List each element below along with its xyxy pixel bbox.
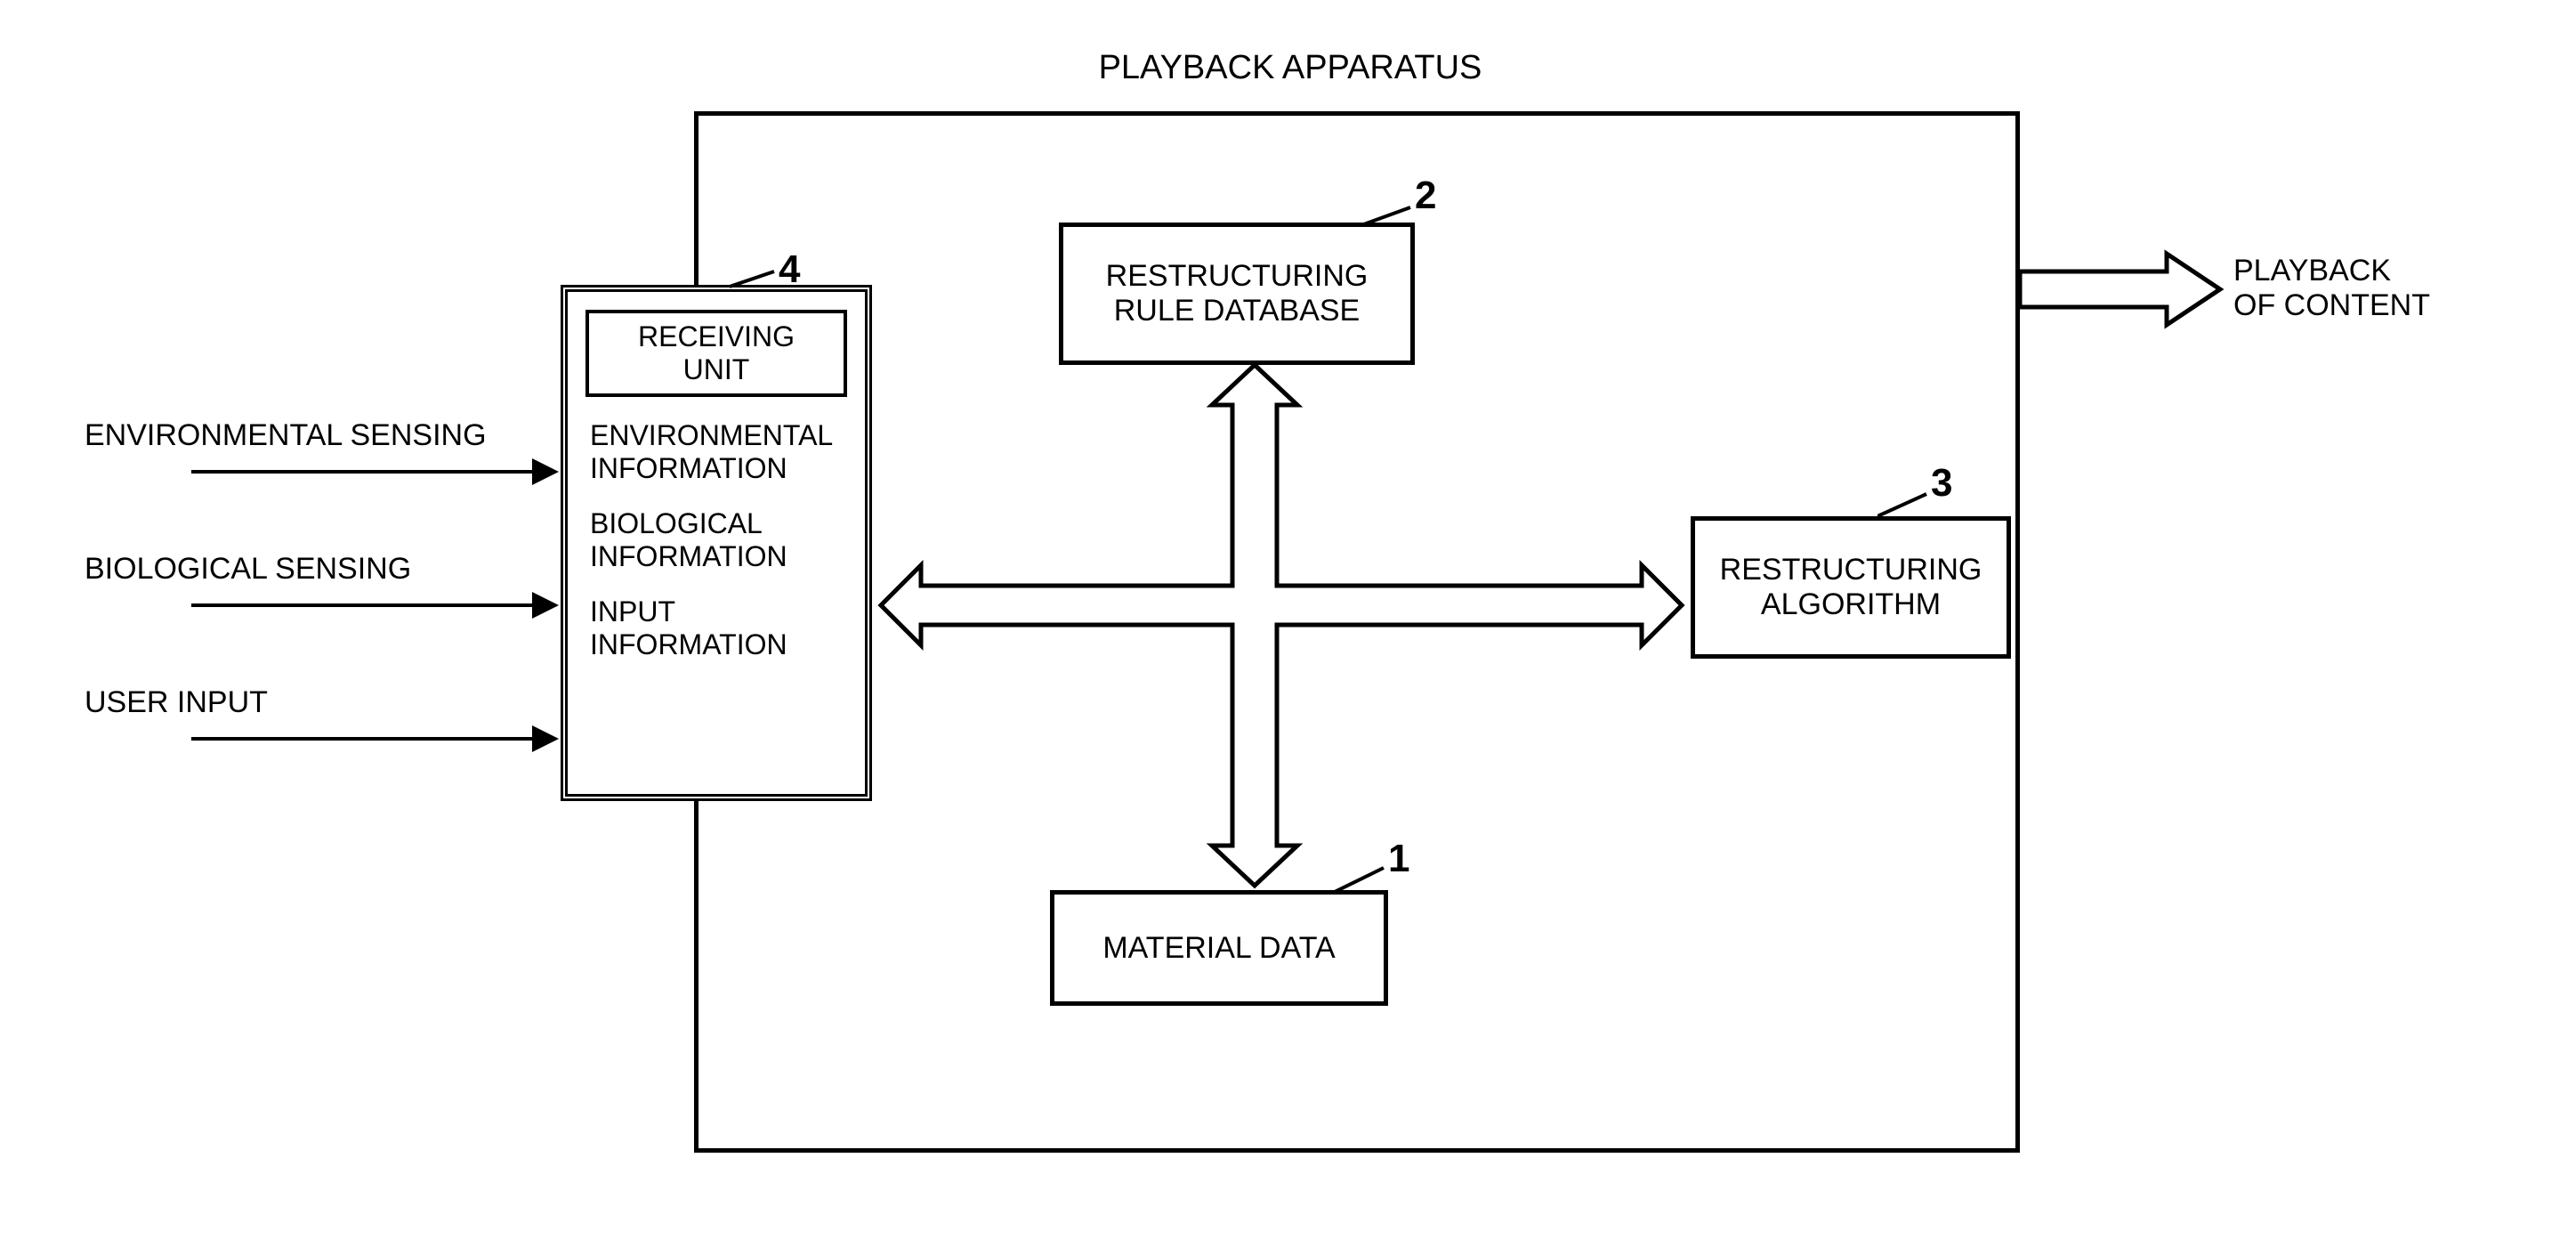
material-data-block: MATERIAL DATA <box>1050 890 1388 1006</box>
environmental-info-label: ENVIRONMENTAL INFORMATION <box>577 415 856 490</box>
input-info-label: INPUT INFORMATION <box>577 591 856 666</box>
receiving-unit-block: RECEIVING UNIT ENVIRONMENTAL INFORMATION… <box>561 285 872 801</box>
restructuring-algorithm-block: RESTRUCTURING ALGORITHM <box>1691 516 2011 659</box>
restructuring-rule-database-block: RESTRUCTURING RULE DATABASE <box>1059 223 1415 365</box>
callout-line-4 <box>730 267 779 289</box>
environmental-sensing-arrow <box>191 470 534 474</box>
callout-line-2 <box>1361 203 1415 230</box>
apparatus-title: PLAYBACK APPARATUS <box>979 49 1602 87</box>
playback-apparatus-diagram: PLAYBACK APPARATUS RESTRUCTURING RULE DA… <box>0 0 2576 1239</box>
user-input-arrow <box>191 737 534 741</box>
environmental-sensing-label: ENVIRONMENTAL SENSING <box>85 418 487 453</box>
callout-3: 3 <box>1931 461 1952 506</box>
user-input-arrowhead <box>532 725 559 752</box>
biological-sensing-label: BIOLOGICAL SENSING <box>85 552 411 587</box>
biological-sensing-arrow <box>191 603 534 607</box>
biological-info-label: BIOLOGICAL INFORMATION <box>577 503 856 578</box>
biological-sensing-arrowhead <box>532 592 559 619</box>
output-arrow <box>2020 249 2225 329</box>
playback-output-label: PLAYBACK OF CONTENT <box>2233 254 2430 323</box>
callout-2: 2 <box>1415 174 1436 218</box>
cross-arrows <box>872 365 1691 899</box>
callout-4: 4 <box>779 247 800 292</box>
environmental-sensing-arrowhead <box>532 458 559 485</box>
user-input-label: USER INPUT <box>85 685 268 720</box>
callout-line-3 <box>1877 490 1931 516</box>
receiving-unit-label: RECEIVING UNIT <box>585 310 847 397</box>
